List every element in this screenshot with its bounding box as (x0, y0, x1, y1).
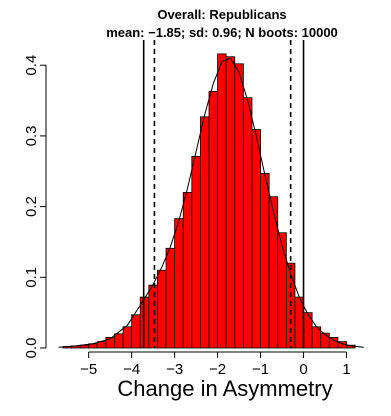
y-tick-label: 0.2 (23, 196, 40, 217)
y-tick-label: 0.1 (23, 267, 40, 288)
histogram-bar (242, 97, 253, 349)
x-tick-label: −4 (123, 361, 140, 378)
histogram-bar (139, 296, 150, 349)
histogram-bar (217, 53, 227, 349)
x-tick-label: −2 (209, 361, 226, 378)
chart-title: Overall: Republicans (157, 7, 286, 22)
histogram-bar (260, 172, 270, 349)
histogram-bar (148, 284, 158, 349)
y-tick-label: 0.0 (23, 338, 40, 359)
x-axis: −5 −4 −3 −2 −1 0 1 (80, 351, 351, 378)
x-tick-label: −5 (80, 361, 97, 378)
histogram-bar (268, 196, 279, 349)
x-tick-label: 0 (299, 361, 307, 378)
y-tick-label: 0.4 (23, 55, 40, 76)
histogram-bar (114, 333, 124, 349)
histogram-bar (320, 332, 330, 349)
histogram-bar (328, 336, 339, 349)
histogram-bar (294, 296, 304, 349)
histogram-bar (225, 56, 236, 349)
y-axis: 0.0 0.1 0.2 0.3 0.4 (23, 55, 47, 359)
density-curve (58, 57, 364, 348)
histogram-bar (277, 232, 287, 349)
x-axis-label: Change in Asymmetry (117, 376, 332, 401)
y-tick-label: 0.3 (23, 125, 40, 146)
histogram-bar (251, 129, 261, 349)
chart-subtitle: mean: −1.85; sd: 0.96; N boots: 10000 (106, 25, 338, 40)
x-tick-label: −1 (252, 361, 269, 378)
histogram-bar (165, 247, 176, 349)
histogram-bar (131, 314, 141, 349)
histogram-bar (234, 63, 244, 349)
histogram-bar (191, 156, 201, 349)
histogram-bar (208, 90, 218, 349)
x-tick-label: 1 (342, 361, 350, 378)
histogram-bars (62, 53, 356, 349)
x-tick-label: −3 (166, 361, 183, 378)
histogram-bar (200, 116, 210, 349)
histogram-bar (122, 326, 133, 349)
reference-lines (142, 40, 305, 348)
histogram-bar (182, 192, 193, 349)
histogram-bar (174, 218, 184, 349)
histogram-bar (157, 269, 167, 349)
